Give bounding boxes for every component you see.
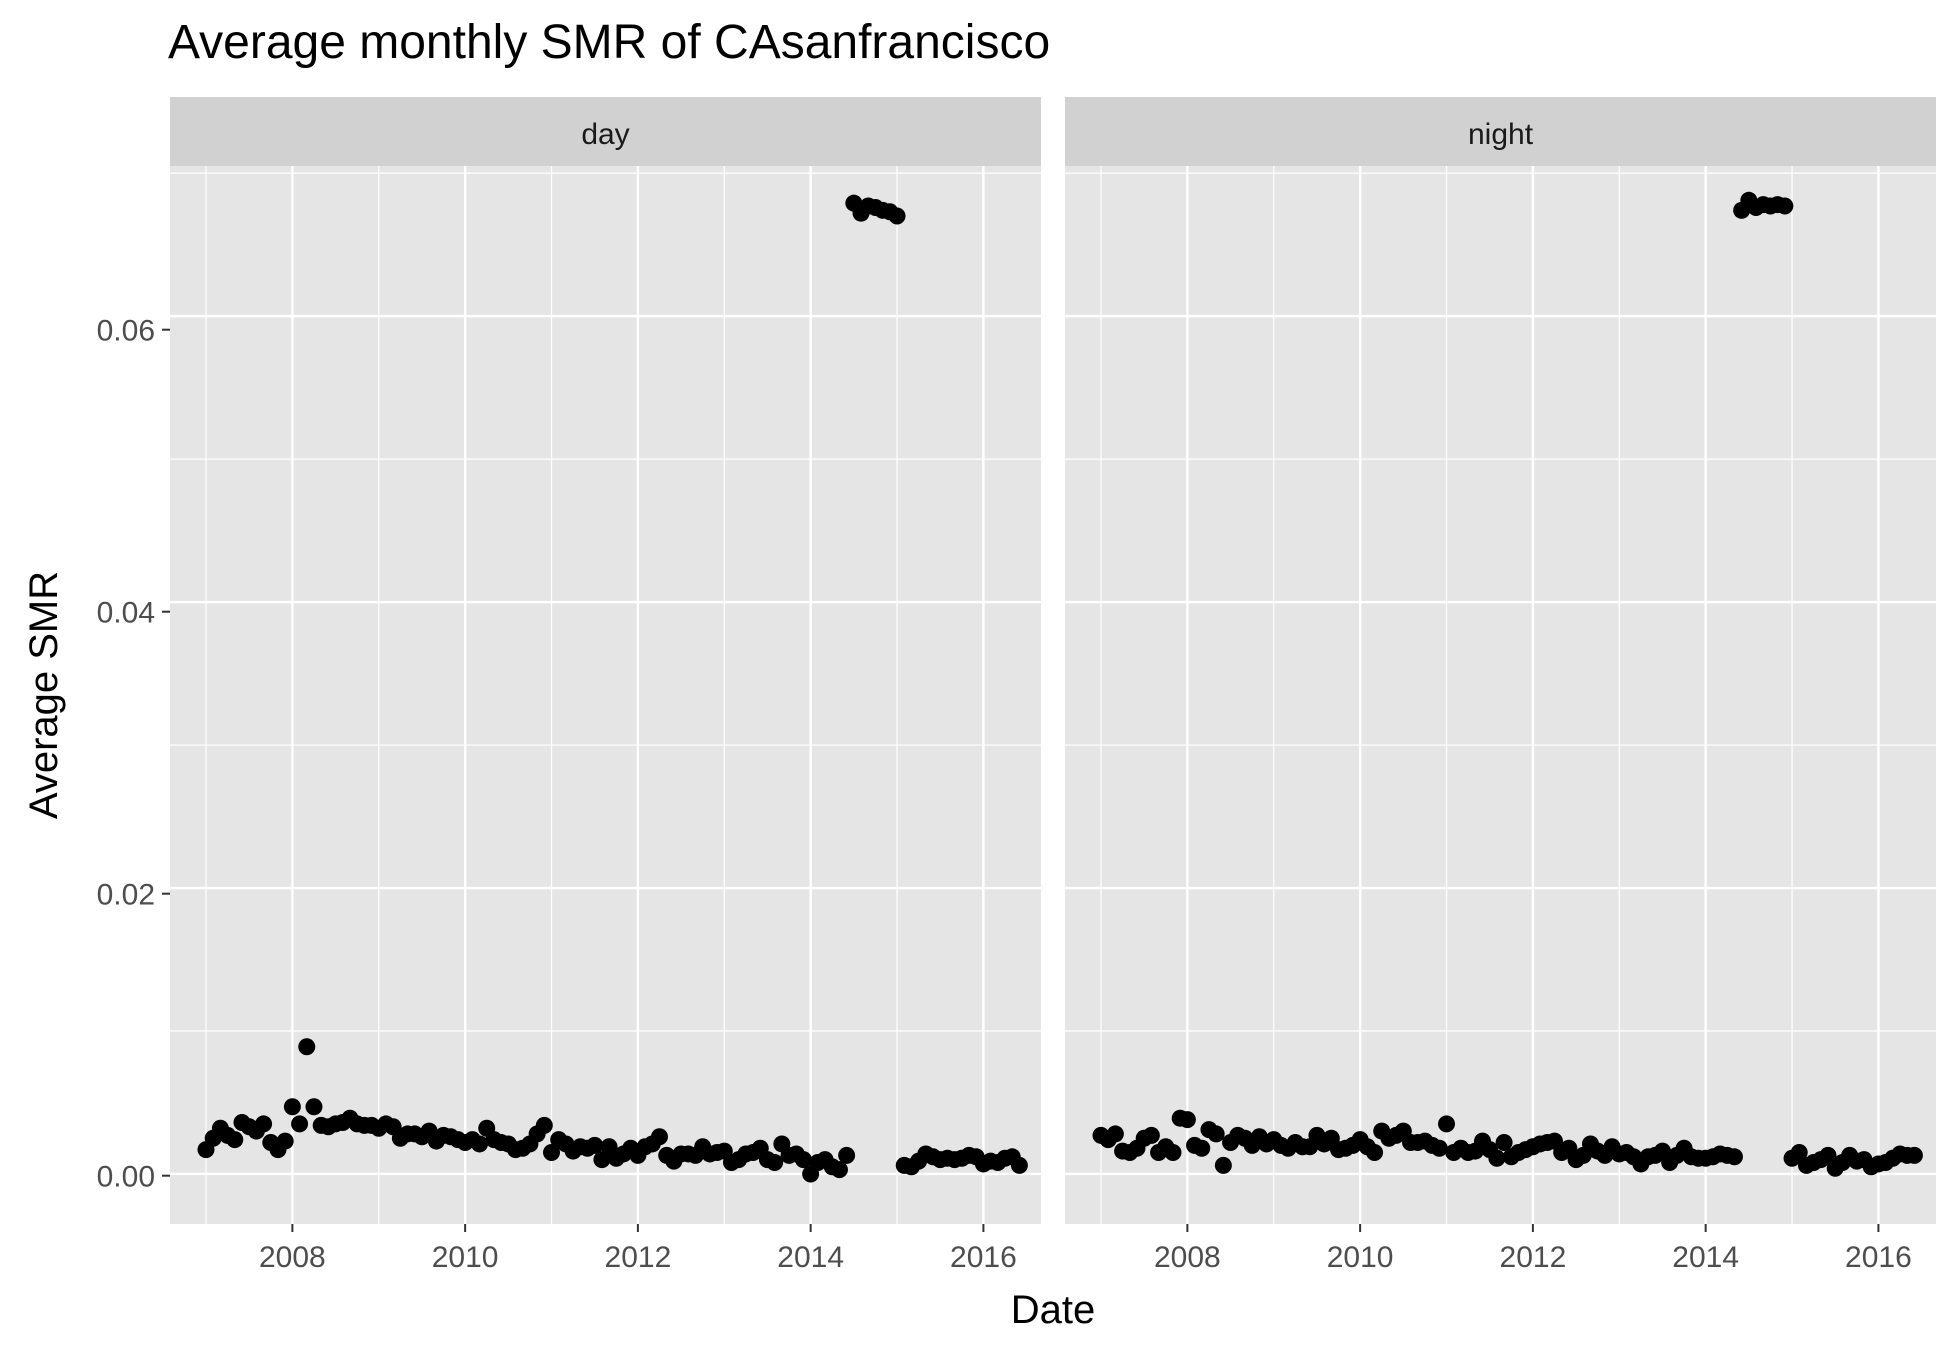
data-point bbox=[1905, 1146, 1923, 1164]
y-tick-label: 0.00 bbox=[97, 1161, 155, 1194]
data-point bbox=[1488, 1149, 1506, 1167]
data-point bbox=[1366, 1144, 1384, 1162]
panel-night-strip-label: night bbox=[1468, 118, 1534, 151]
data-point bbox=[650, 1128, 668, 1146]
data-point bbox=[1178, 1111, 1196, 1129]
data-point bbox=[1790, 1144, 1808, 1162]
data-point bbox=[1725, 1148, 1743, 1166]
data-point bbox=[471, 1135, 489, 1153]
x-tick-label: 2016 bbox=[1845, 1241, 1912, 1274]
panel-day-points bbox=[197, 194, 1028, 1183]
data-point bbox=[838, 1146, 856, 1164]
data-point bbox=[291, 1115, 309, 1133]
data-point bbox=[888, 207, 906, 225]
x-tick-day-0: 2008 bbox=[259, 1224, 326, 1274]
panel-day: day bbox=[170, 97, 1041, 1224]
x-tick-night-0: 2008 bbox=[1154, 1224, 1221, 1274]
panel-night-minor-grid bbox=[1065, 166, 1936, 1224]
data-point bbox=[305, 1098, 323, 1116]
data-point bbox=[766, 1154, 784, 1172]
y-axis-title: Average SMR bbox=[22, 571, 66, 819]
y-tick-3: 0.06 bbox=[97, 315, 170, 348]
y-tick-label: 0.06 bbox=[97, 315, 155, 348]
panel-day-background bbox=[170, 166, 1041, 1224]
data-point bbox=[283, 1098, 301, 1116]
y-tick-2: 0.04 bbox=[97, 597, 170, 630]
data-point bbox=[535, 1116, 553, 1134]
x-tick-label: 2016 bbox=[950, 1241, 1017, 1274]
panel-night-strip bbox=[1065, 97, 1936, 166]
y-tick-label: 0.02 bbox=[97, 879, 155, 912]
x-tick-label: 2012 bbox=[1500, 1241, 1567, 1274]
y-tick-1: 0.02 bbox=[97, 879, 170, 912]
data-point bbox=[1214, 1156, 1232, 1174]
data-point bbox=[298, 1038, 316, 1056]
data-point bbox=[1819, 1146, 1837, 1164]
data-point bbox=[276, 1132, 294, 1150]
data-point bbox=[226, 1131, 244, 1149]
x-tick-label: 2010 bbox=[1327, 1241, 1394, 1274]
data-point bbox=[1495, 1134, 1513, 1152]
x-tick-label: 2014 bbox=[1672, 1241, 1739, 1274]
data-point bbox=[1776, 197, 1794, 215]
x-axis-day: 2008 2010 2012 2014 2016 bbox=[259, 1224, 1017, 1274]
y-tick-label: 0.04 bbox=[97, 597, 155, 630]
data-point bbox=[1430, 1139, 1448, 1157]
x-tick-night-3: 2014 bbox=[1672, 1224, 1739, 1274]
x-tick-night-1: 2010 bbox=[1327, 1224, 1394, 1274]
x-axis-title: Date bbox=[1011, 1288, 1096, 1332]
x-tick-night-4: 2016 bbox=[1845, 1224, 1912, 1274]
x-tick-night-2: 2012 bbox=[1500, 1224, 1567, 1274]
data-point bbox=[543, 1144, 561, 1162]
data-point bbox=[586, 1136, 604, 1154]
y-tick-0: 0.00 bbox=[97, 1161, 170, 1194]
data-point bbox=[1207, 1125, 1225, 1143]
x-tick-day-1: 2010 bbox=[432, 1224, 499, 1274]
x-tick-label: 2008 bbox=[259, 1241, 326, 1274]
y-axis: 0.00 0.02 0.04 0.06 bbox=[97, 315, 170, 1194]
x-tick-label: 2014 bbox=[777, 1241, 844, 1274]
data-point bbox=[1142, 1126, 1160, 1144]
panel-day-major-grid bbox=[170, 166, 1041, 1224]
data-point bbox=[1438, 1115, 1456, 1133]
panel-night-background bbox=[1065, 166, 1936, 1224]
panel-day-minor-grid bbox=[170, 166, 1041, 1224]
x-tick-day-4: 2016 bbox=[950, 1224, 1017, 1274]
x-tick-label: 2010 bbox=[432, 1241, 499, 1274]
panel-night: night bbox=[1065, 97, 1936, 1224]
data-point bbox=[794, 1151, 812, 1169]
x-tick-label: 2012 bbox=[605, 1241, 672, 1274]
x-axis-night: 2008 2010 2012 2014 2016 bbox=[1154, 1224, 1912, 1274]
panel-day-strip bbox=[170, 97, 1041, 166]
panel-night-major-grid bbox=[1065, 166, 1936, 1224]
data-point bbox=[1010, 1156, 1028, 1174]
panel-night-points bbox=[1092, 191, 1923, 1177]
data-point bbox=[1193, 1139, 1211, 1157]
data-point bbox=[1106, 1125, 1124, 1143]
x-tick-label: 2008 bbox=[1154, 1241, 1221, 1274]
x-tick-day-2: 2012 bbox=[605, 1224, 672, 1274]
x-tick-day-3: 2014 bbox=[777, 1224, 844, 1274]
panel-day-strip-label: day bbox=[581, 118, 629, 151]
data-point bbox=[1164, 1144, 1182, 1162]
data-point bbox=[593, 1151, 611, 1169]
data-point bbox=[830, 1161, 848, 1179]
data-point bbox=[255, 1115, 273, 1133]
chart-title: Average monthly SMR of CAsanfrancisco bbox=[168, 16, 1050, 69]
